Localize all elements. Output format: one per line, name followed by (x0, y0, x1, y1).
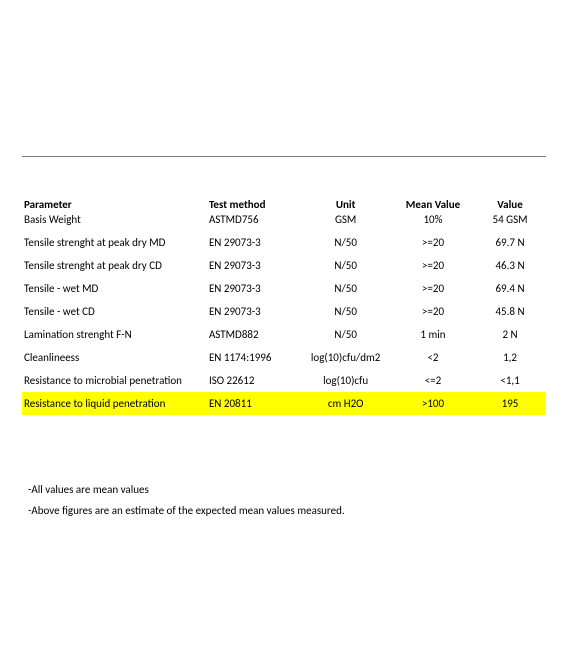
cell-value: 1,2 (474, 346, 546, 369)
footnote-line: -All values are mean values (28, 480, 546, 501)
table-row: Tensile strenght at peak dry CDEN 29073-… (22, 254, 546, 277)
cell-mean-value: >=20 (392, 300, 474, 323)
cell-parameter: Tensile - wet CD (22, 300, 207, 323)
cell-mean-value: <2 (392, 346, 474, 369)
cell-value: 45.8 N (474, 300, 546, 323)
cell-value: 69.4 N (474, 277, 546, 300)
cell-test-method: EN 29073-3 (207, 277, 299, 300)
cell-unit: N/50 (299, 277, 391, 300)
cell-mean-value: >100 (392, 392, 474, 415)
cell-mean-value: >=20 (392, 277, 474, 300)
cell-parameter: Resistance to microbial penetration (22, 369, 207, 392)
cell-parameter: Cleanlineess (22, 346, 207, 369)
table-row: Lamination strenght F-NASTMD882N/501 min… (22, 323, 546, 346)
header-value: Value (474, 198, 546, 213)
spec-table: Parameter Test method Unit Mean Value Va… (22, 198, 546, 415)
cell-parameter: Tensile strenght at peak dry CD (22, 254, 207, 277)
cell-unit: N/50 (299, 323, 391, 346)
table-row: CleanlineessEN 1174:1996log(10)cfu/dm2<2… (22, 346, 546, 369)
horizontal-divider (22, 156, 546, 157)
cell-unit: N/50 (299, 300, 391, 323)
cell-test-method: EN 29073-3 (207, 254, 299, 277)
cell-parameter: Tensile strenght at peak dry MD (22, 231, 207, 254)
cell-test-method: EN 29073-3 (207, 231, 299, 254)
cell-unit: cm H2O (299, 392, 391, 415)
table-row: Resistance to liquid penetrationEN 20811… (22, 392, 546, 415)
cell-unit: N/50 (299, 254, 391, 277)
cell-parameter: Basis Weight (22, 213, 207, 231)
table-row: Tensile strenght at peak dry MDEN 29073-… (22, 231, 546, 254)
cell-parameter: Lamination strenght F-N (22, 323, 207, 346)
table-body: Basis WeightASTMD756GSM10%54 GSMTensile … (22, 213, 546, 415)
table-row: Tensile - wet MDEN 29073-3N/50>=2069.4 N (22, 277, 546, 300)
cell-unit: N/50 (299, 231, 391, 254)
cell-test-method: ASTMD756 (207, 213, 299, 231)
table-header-row: Parameter Test method Unit Mean Value Va… (22, 198, 546, 213)
cell-parameter: Tensile - wet MD (22, 277, 207, 300)
cell-value: 54 GSM (474, 213, 546, 231)
cell-test-method: EN 1174:1996 (207, 346, 299, 369)
header-unit: Unit (299, 198, 391, 213)
cell-unit: log(10)cfu/dm2 (299, 346, 391, 369)
footnote-line: -Above figures are an estimate of the ex… (28, 501, 546, 522)
cell-mean-value: >=20 (392, 231, 474, 254)
header-test-method: Test method (207, 198, 299, 213)
cell-value: 46.3 N (474, 254, 546, 277)
cell-test-method: EN 29073-3 (207, 300, 299, 323)
footnotes: -All values are mean values -Above figur… (28, 480, 546, 522)
header-mean-value: Mean Value (392, 198, 474, 213)
cell-mean-value: >=20 (392, 254, 474, 277)
cell-value: 195 (474, 392, 546, 415)
cell-parameter: Resistance to liquid penetration (22, 392, 207, 415)
cell-test-method: EN 20811 (207, 392, 299, 415)
cell-value: <1,1 (474, 369, 546, 392)
cell-mean-value: 1 min (392, 323, 474, 346)
cell-test-method: ISO 22612 (207, 369, 299, 392)
page: Parameter Test method Unit Mean Value Va… (0, 0, 568, 653)
table-row: Resistance to microbial penetrationISO 2… (22, 369, 546, 392)
cell-value: 69.7 N (474, 231, 546, 254)
cell-unit: log(10)cfu (299, 369, 391, 392)
table-row: Basis WeightASTMD756GSM10%54 GSM (22, 213, 546, 231)
cell-mean-value: 10% (392, 213, 474, 231)
cell-test-method: ASTMD882 (207, 323, 299, 346)
cell-mean-value: <=2 (392, 369, 474, 392)
spec-table-area: Parameter Test method Unit Mean Value Va… (22, 198, 546, 415)
cell-value: 2 N (474, 323, 546, 346)
header-parameter: Parameter (22, 198, 207, 213)
table-row: Tensile - wet CDEN 29073-3N/50>=2045.8 N (22, 300, 546, 323)
cell-unit: GSM (299, 213, 391, 231)
